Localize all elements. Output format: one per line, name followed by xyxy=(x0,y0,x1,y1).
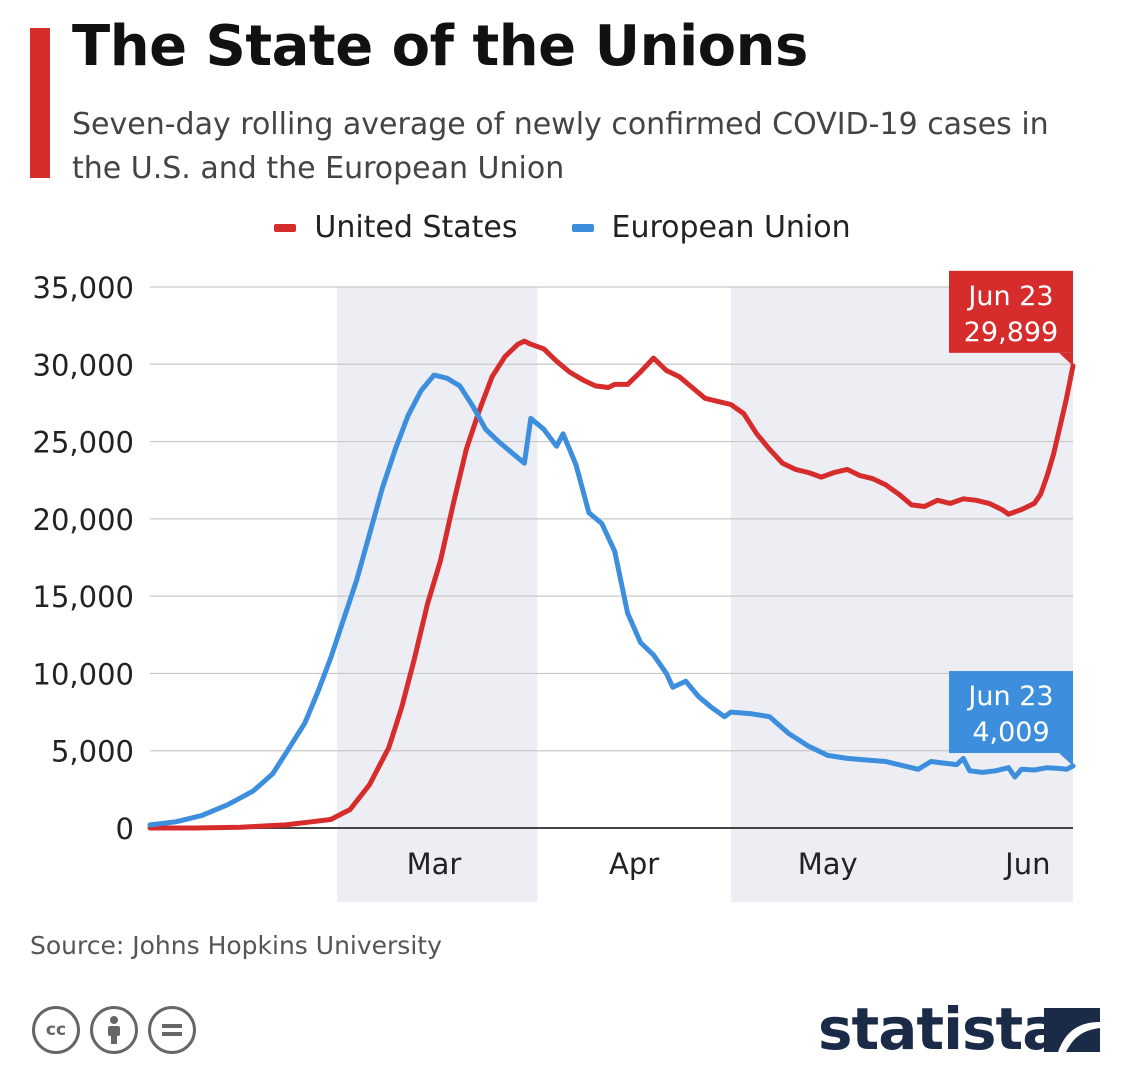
x-tick-label-may: May xyxy=(798,847,858,881)
end-label-pointer-us xyxy=(1059,352,1073,366)
end-label-date-us: Jun 23 xyxy=(966,281,1053,312)
shaded-band-1 xyxy=(730,287,1073,902)
source-note: Source: Johns Hopkins University xyxy=(30,931,442,960)
series-line-us xyxy=(147,338,1076,831)
statista-logo-icon xyxy=(1044,1008,1100,1052)
license-icons: cc xyxy=(32,1006,196,1054)
end-label-date-eu: Jun 23 xyxy=(966,681,1053,712)
y-tick-label-3: 15,000 xyxy=(33,580,134,614)
legend-item-eu: European Union xyxy=(571,210,851,245)
end-label-box-eu xyxy=(949,671,1073,754)
end-label-value-us: 29,899 xyxy=(964,317,1058,348)
x-tick-label-mar: Mar xyxy=(407,847,462,881)
legend-swatch-eu xyxy=(571,223,594,232)
chart-title: The State of the Unions xyxy=(72,14,808,79)
y-tick-label-4: 20,000 xyxy=(33,503,134,537)
end-label-value-eu: 4,009 xyxy=(972,717,1049,748)
end-label-pointer-eu xyxy=(1059,753,1073,767)
legend-label-eu: European Union xyxy=(611,210,851,245)
attribution-icon[interactable] xyxy=(90,1006,138,1054)
series-line-eu xyxy=(147,372,1076,828)
legend-item-us: United States xyxy=(274,210,518,245)
end-label-box-us xyxy=(949,270,1073,353)
legend-swatch-us xyxy=(274,223,297,232)
y-tick-label-6: 30,000 xyxy=(33,348,134,382)
y-tick-label-1: 5,000 xyxy=(51,735,134,769)
chart-subtitle: Seven-day rolling average of newly confi… xyxy=(72,107,1049,186)
y-tick-label-7: 35,000 xyxy=(33,271,134,305)
x-tick-label-jun: Jun xyxy=(1003,847,1050,881)
no-derivatives-icon[interactable] xyxy=(148,1006,196,1054)
x-tick-label-apr: Apr xyxy=(609,847,659,881)
y-tick-label-2: 10,000 xyxy=(33,657,134,691)
legend: United States European Union xyxy=(0,210,1125,245)
y-tick-label-5: 25,000 xyxy=(33,426,134,460)
brand-logo-text[interactable]: statista xyxy=(818,995,1061,1063)
y-tick-label-0: 0 xyxy=(116,812,134,846)
cc-icon[interactable]: cc xyxy=(32,1006,80,1054)
shaded-band-0 xyxy=(337,287,538,902)
accent-bar xyxy=(30,28,50,178)
legend-label-us: United States xyxy=(314,210,518,245)
